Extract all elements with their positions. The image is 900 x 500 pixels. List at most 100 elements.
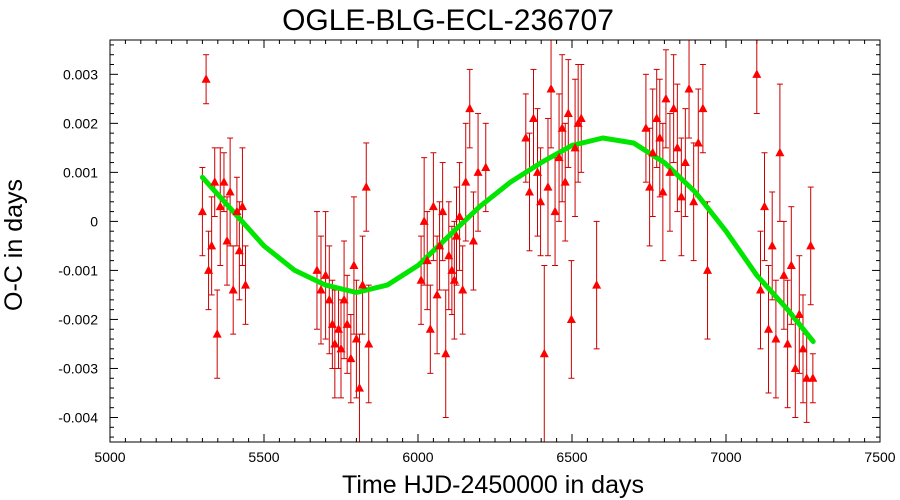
data-point — [349, 260, 359, 270]
data-points-group — [197, 40, 818, 442]
data-point — [241, 280, 251, 289]
data-point — [539, 348, 549, 358]
data-point — [645, 182, 655, 191]
data-point — [432, 289, 442, 299]
y-tick-label: 0.001 — [63, 164, 98, 180]
data-point — [425, 324, 435, 333]
data-point — [563, 108, 573, 118]
data-point — [364, 338, 374, 348]
data-point — [655, 133, 665, 142]
data-point — [422, 255, 432, 265]
data-point — [543, 182, 553, 191]
data-point — [455, 211, 465, 220]
data-point — [441, 348, 451, 358]
data-point — [573, 118, 583, 127]
data-point — [354, 383, 364, 392]
y-axis-label: O-C in days — [0, 179, 28, 311]
data-point — [465, 103, 475, 113]
data-point — [680, 157, 690, 167]
data-point — [234, 245, 244, 255]
data-point — [779, 270, 789, 279]
data-point — [327, 319, 337, 328]
plot-frame — [109, 39, 881, 443]
data-point — [546, 84, 556, 93]
x-tick-label: 5000 — [94, 449, 125, 465]
data-point — [461, 177, 471, 186]
data-point — [481, 162, 491, 171]
data-point — [592, 280, 602, 289]
data-point — [806, 240, 816, 250]
x-tick-label: 6000 — [402, 449, 433, 465]
data-point — [764, 324, 774, 333]
chart-title: OGLE-BLG-ECL-236707 — [282, 4, 614, 37]
data-point — [529, 113, 538, 122]
data-point — [689, 196, 699, 206]
data-point — [342, 319, 352, 328]
data-point — [210, 177, 220, 186]
data-point — [212, 329, 222, 338]
data-point — [204, 265, 214, 274]
data-point — [672, 142, 682, 152]
data-point — [658, 186, 668, 196]
data-point — [237, 201, 247, 211]
data-point — [358, 280, 368, 289]
data-point — [228, 285, 238, 294]
data-point — [444, 250, 454, 260]
data-point — [641, 123, 651, 132]
data-point — [755, 285, 765, 294]
data-point — [684, 84, 694, 93]
data-point — [351, 334, 361, 343]
y-tick-label: 0.002 — [63, 115, 98, 131]
data-point — [334, 324, 344, 333]
data-point — [557, 123, 567, 132]
data-point — [207, 240, 217, 250]
data-point — [760, 201, 769, 211]
data-point — [219, 177, 229, 186]
data-point — [560, 177, 570, 186]
data-point — [752, 69, 762, 78]
data-point — [416, 275, 426, 284]
data-point — [215, 201, 225, 211]
data-point — [222, 236, 232, 245]
data-point — [783, 338, 793, 348]
data-point — [449, 275, 459, 284]
x-tick-label: 5500 — [248, 449, 279, 465]
data-point — [576, 113, 586, 122]
data-point — [521, 133, 531, 142]
data-point — [524, 186, 534, 196]
data-point — [550, 206, 560, 216]
data-point — [321, 270, 331, 279]
data-point — [798, 343, 808, 353]
data-point — [201, 74, 211, 83]
data-point — [665, 167, 675, 176]
data-point — [435, 240, 445, 250]
data-point — [570, 142, 580, 152]
data-point — [361, 182, 371, 191]
y-tick-label: -0.003 — [58, 360, 98, 376]
data-point — [790, 363, 800, 372]
data-point — [316, 285, 326, 294]
data-point — [648, 147, 658, 157]
data-point — [458, 285, 468, 294]
y-tick-label: -0.004 — [58, 409, 98, 425]
data-point — [536, 196, 546, 206]
data-point — [802, 373, 812, 382]
data-point — [808, 373, 818, 382]
data-point — [676, 191, 686, 201]
data-point — [554, 152, 564, 162]
data-point — [330, 338, 340, 348]
data-point — [324, 294, 334, 304]
data-point — [336, 343, 346, 353]
y-tick-label: 0.003 — [63, 66, 98, 82]
plot-area: 5000 5500 6000 6500 7000 7500 -0.004 -0.003 -0.0… — [58, 39, 896, 465]
data-point — [566, 314, 576, 323]
data-point — [438, 206, 448, 216]
data-point — [703, 265, 713, 274]
data-point — [533, 167, 543, 176]
data-point — [346, 353, 356, 363]
data-point — [775, 147, 785, 157]
data-point — [225, 186, 235, 196]
data-point — [473, 167, 483, 176]
y-tick-label: -0.001 — [58, 262, 98, 278]
